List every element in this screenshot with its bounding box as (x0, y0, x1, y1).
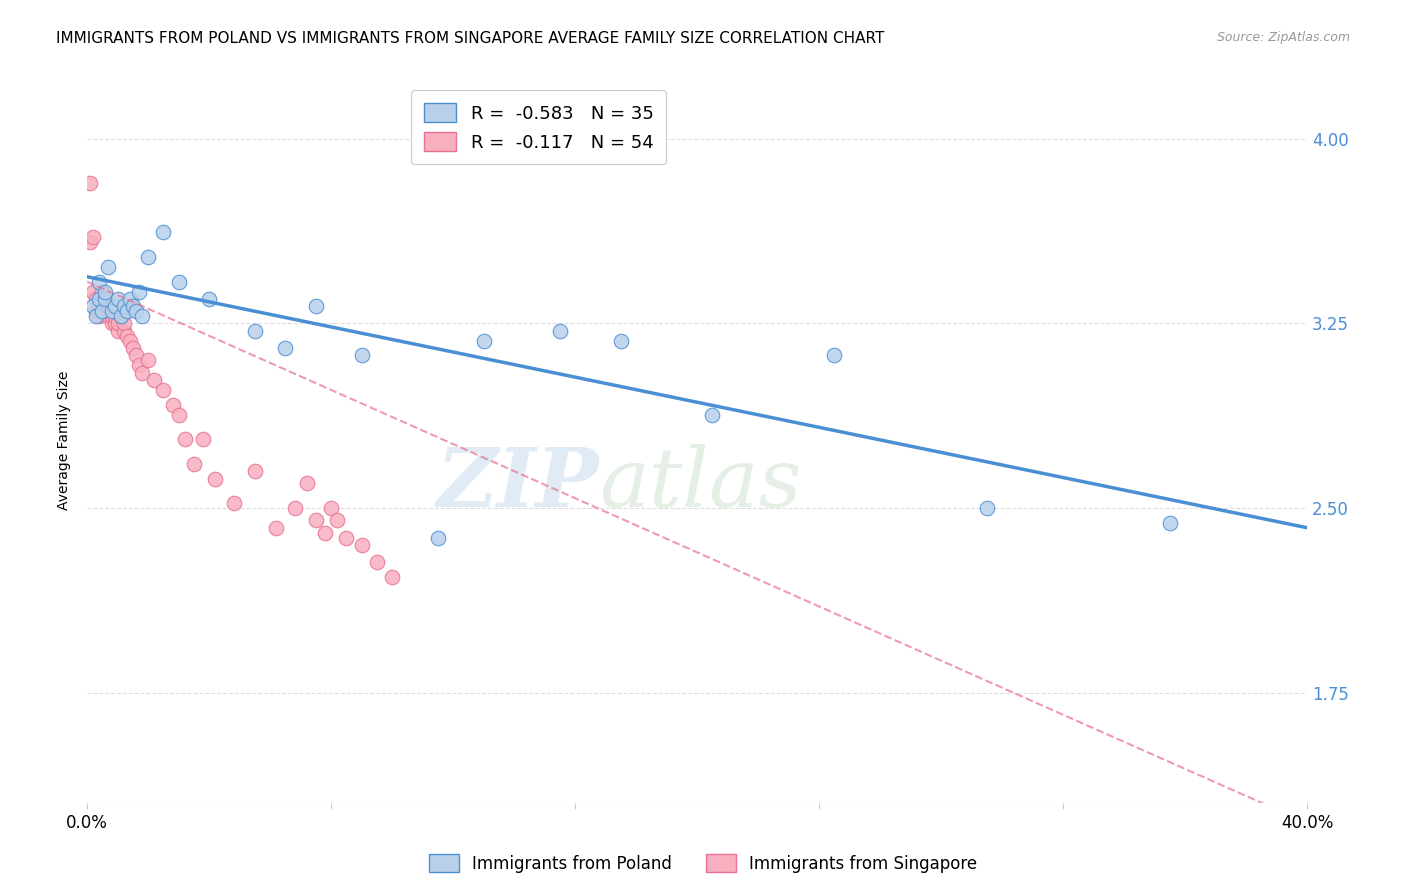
Point (198, 292, 221, 306)
Point (243, 324, 266, 338)
Point (118, 292, 141, 306)
Point (79, 176, 101, 190)
Point (243, 464, 266, 478)
Point (128, 285, 150, 299)
Point (350, 538, 373, 552)
Point (1159, 516, 1181, 530)
Point (100, 309, 122, 323)
Point (610, 334, 633, 348)
Point (107, 317, 129, 331)
Point (122, 341, 145, 355)
Point (204, 471, 226, 485)
Point (381, 570, 404, 584)
Point (167, 275, 190, 289)
Point (89, 292, 111, 306)
Legend: Immigrants from Poland, Immigrants from Singapore: Immigrants from Poland, Immigrants from … (422, 847, 984, 880)
Point (89, 275, 111, 289)
Point (125, 349, 148, 363)
Point (823, 349, 845, 363)
Point (112, 324, 135, 338)
Point (426, 531, 449, 545)
Point (472, 334, 495, 348)
Point (107, 292, 129, 306)
Point (100, 317, 122, 331)
Point (295, 476, 318, 491)
Point (128, 359, 150, 373)
Point (152, 226, 174, 240)
Point (122, 299, 145, 313)
Point (97, 309, 120, 323)
Y-axis label: Average Family Size: Average Family Size (58, 371, 72, 510)
Point (110, 309, 132, 323)
Point (91, 304, 114, 318)
Point (100, 304, 122, 318)
Point (112, 317, 135, 331)
Point (94, 285, 117, 299)
Point (143, 373, 166, 387)
Point (326, 513, 349, 527)
Point (94, 292, 117, 306)
Point (125, 304, 148, 318)
Point (97, 299, 120, 313)
Text: Source: ZipAtlas.com: Source: ZipAtlas.com (1216, 31, 1350, 45)
Point (84, 309, 107, 323)
Point (91, 292, 114, 306)
Point (152, 383, 174, 397)
Point (100, 304, 122, 318)
Point (183, 457, 205, 471)
Point (94, 304, 117, 318)
Point (97, 260, 120, 274)
Point (264, 521, 287, 535)
Point (79, 235, 101, 250)
Point (104, 309, 127, 323)
Point (548, 324, 571, 338)
Point (115, 304, 138, 318)
Point (94, 292, 117, 306)
Point (82, 230, 104, 244)
Point (97, 304, 120, 318)
Point (173, 432, 195, 446)
Point (131, 366, 153, 380)
Point (321, 501, 343, 516)
Point (191, 432, 214, 446)
Point (167, 408, 190, 422)
Point (274, 341, 297, 355)
Point (110, 309, 132, 323)
Point (305, 513, 328, 527)
Text: ZIP: ZIP (437, 444, 599, 524)
Point (89, 309, 111, 323)
Point (283, 501, 305, 516)
Point (104, 317, 127, 331)
Point (314, 525, 336, 540)
Text: IMMIGRANTS FROM POLAND VS IMMIGRANTS FROM SINGAPORE AVERAGE FAMILY SIZE CORRELAT: IMMIGRANTS FROM POLAND VS IMMIGRANTS FRO… (56, 31, 884, 46)
Point (162, 398, 184, 412)
Point (976, 501, 998, 516)
Point (702, 408, 724, 422)
Point (118, 334, 141, 348)
Point (91, 285, 114, 299)
Point (89, 299, 111, 313)
Point (104, 299, 127, 313)
Point (82, 285, 104, 299)
Point (94, 299, 117, 313)
Point (350, 349, 373, 363)
Point (115, 328, 138, 343)
Point (84, 292, 107, 306)
Point (335, 531, 357, 545)
Point (131, 309, 153, 323)
Point (84, 304, 107, 318)
Point (366, 555, 388, 569)
Point (112, 299, 135, 313)
Point (82, 299, 104, 313)
Text: atlas: atlas (599, 444, 801, 524)
Legend: R =  -0.583   N = 35, R =  -0.117   N = 54: R = -0.583 N = 35, R = -0.117 N = 54 (411, 90, 666, 164)
Point (305, 299, 328, 313)
Point (222, 496, 245, 510)
Point (107, 324, 129, 338)
Point (136, 250, 159, 264)
Point (136, 353, 159, 368)
